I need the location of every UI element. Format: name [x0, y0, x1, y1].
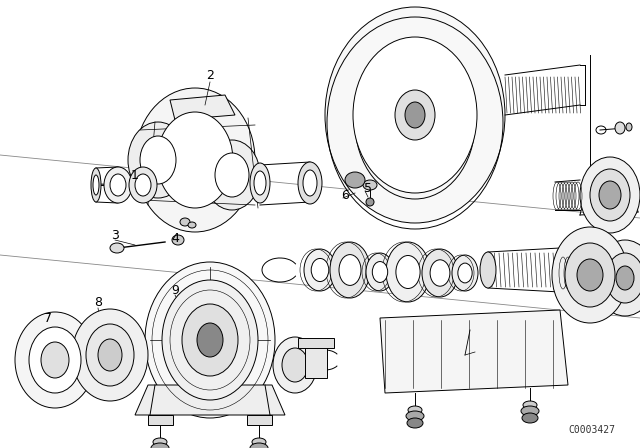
- Ellipse shape: [303, 170, 317, 196]
- Ellipse shape: [372, 262, 388, 282]
- Ellipse shape: [458, 263, 472, 283]
- Text: 8: 8: [94, 296, 102, 309]
- Ellipse shape: [590, 169, 630, 221]
- Ellipse shape: [626, 123, 632, 131]
- Ellipse shape: [250, 443, 268, 448]
- Ellipse shape: [72, 309, 148, 401]
- Text: C0003427: C0003427: [568, 425, 615, 435]
- Ellipse shape: [405, 102, 425, 128]
- Ellipse shape: [339, 254, 361, 285]
- Ellipse shape: [151, 443, 169, 448]
- Ellipse shape: [565, 243, 615, 307]
- Ellipse shape: [188, 222, 196, 228]
- Ellipse shape: [98, 339, 122, 371]
- Ellipse shape: [15, 312, 95, 408]
- Ellipse shape: [153, 438, 167, 446]
- Ellipse shape: [298, 162, 322, 204]
- Ellipse shape: [521, 406, 539, 416]
- Ellipse shape: [396, 255, 420, 289]
- Bar: [247, 415, 272, 425]
- Ellipse shape: [395, 90, 435, 140]
- Ellipse shape: [110, 243, 124, 253]
- Text: 4: 4: [171, 232, 179, 245]
- Ellipse shape: [135, 174, 151, 196]
- Text: 7: 7: [44, 311, 52, 324]
- Ellipse shape: [172, 235, 184, 245]
- Ellipse shape: [86, 324, 134, 386]
- Ellipse shape: [135, 88, 255, 232]
- Text: 5: 5: [364, 181, 372, 194]
- Ellipse shape: [345, 172, 365, 188]
- Ellipse shape: [140, 136, 176, 184]
- Ellipse shape: [480, 252, 496, 288]
- Ellipse shape: [606, 253, 640, 303]
- Ellipse shape: [215, 153, 249, 197]
- Ellipse shape: [599, 181, 621, 209]
- Ellipse shape: [157, 112, 233, 208]
- Ellipse shape: [615, 122, 625, 134]
- Ellipse shape: [304, 249, 336, 291]
- Ellipse shape: [250, 163, 270, 203]
- Text: 6: 6: [341, 189, 349, 202]
- Ellipse shape: [311, 258, 329, 281]
- Ellipse shape: [180, 218, 190, 226]
- Ellipse shape: [252, 438, 266, 446]
- Text: 3: 3: [111, 228, 119, 241]
- Bar: [298, 338, 334, 348]
- Ellipse shape: [408, 406, 422, 414]
- Ellipse shape: [273, 337, 317, 393]
- Text: 9: 9: [171, 284, 179, 297]
- Ellipse shape: [407, 418, 423, 428]
- Ellipse shape: [182, 304, 238, 376]
- Ellipse shape: [353, 37, 477, 193]
- Ellipse shape: [552, 227, 628, 323]
- Polygon shape: [380, 310, 568, 393]
- Ellipse shape: [204, 140, 260, 210]
- Ellipse shape: [197, 323, 223, 357]
- Polygon shape: [170, 95, 235, 120]
- Ellipse shape: [129, 167, 157, 203]
- Ellipse shape: [110, 174, 126, 196]
- Text: 2: 2: [206, 69, 214, 82]
- Ellipse shape: [330, 242, 370, 298]
- Ellipse shape: [145, 262, 275, 418]
- Ellipse shape: [422, 249, 458, 297]
- Ellipse shape: [523, 401, 537, 409]
- Ellipse shape: [254, 171, 266, 195]
- Ellipse shape: [282, 348, 308, 382]
- Ellipse shape: [325, 7, 505, 223]
- Ellipse shape: [91, 168, 101, 202]
- Ellipse shape: [162, 280, 258, 400]
- Ellipse shape: [616, 266, 634, 290]
- Ellipse shape: [41, 342, 69, 378]
- Ellipse shape: [366, 253, 394, 291]
- Ellipse shape: [29, 327, 81, 393]
- Ellipse shape: [386, 242, 430, 302]
- Ellipse shape: [363, 180, 377, 190]
- Ellipse shape: [430, 260, 450, 286]
- Ellipse shape: [406, 411, 424, 421]
- Ellipse shape: [580, 157, 640, 233]
- Ellipse shape: [577, 259, 603, 291]
- Ellipse shape: [452, 255, 478, 291]
- Ellipse shape: [104, 167, 132, 203]
- Ellipse shape: [595, 240, 640, 316]
- Ellipse shape: [522, 413, 538, 423]
- Ellipse shape: [93, 175, 99, 195]
- Polygon shape: [135, 385, 285, 415]
- Text: 1: 1: [131, 168, 139, 181]
- Ellipse shape: [128, 122, 188, 198]
- Bar: [148, 415, 173, 425]
- Bar: [305, 340, 327, 378]
- Ellipse shape: [366, 198, 374, 206]
